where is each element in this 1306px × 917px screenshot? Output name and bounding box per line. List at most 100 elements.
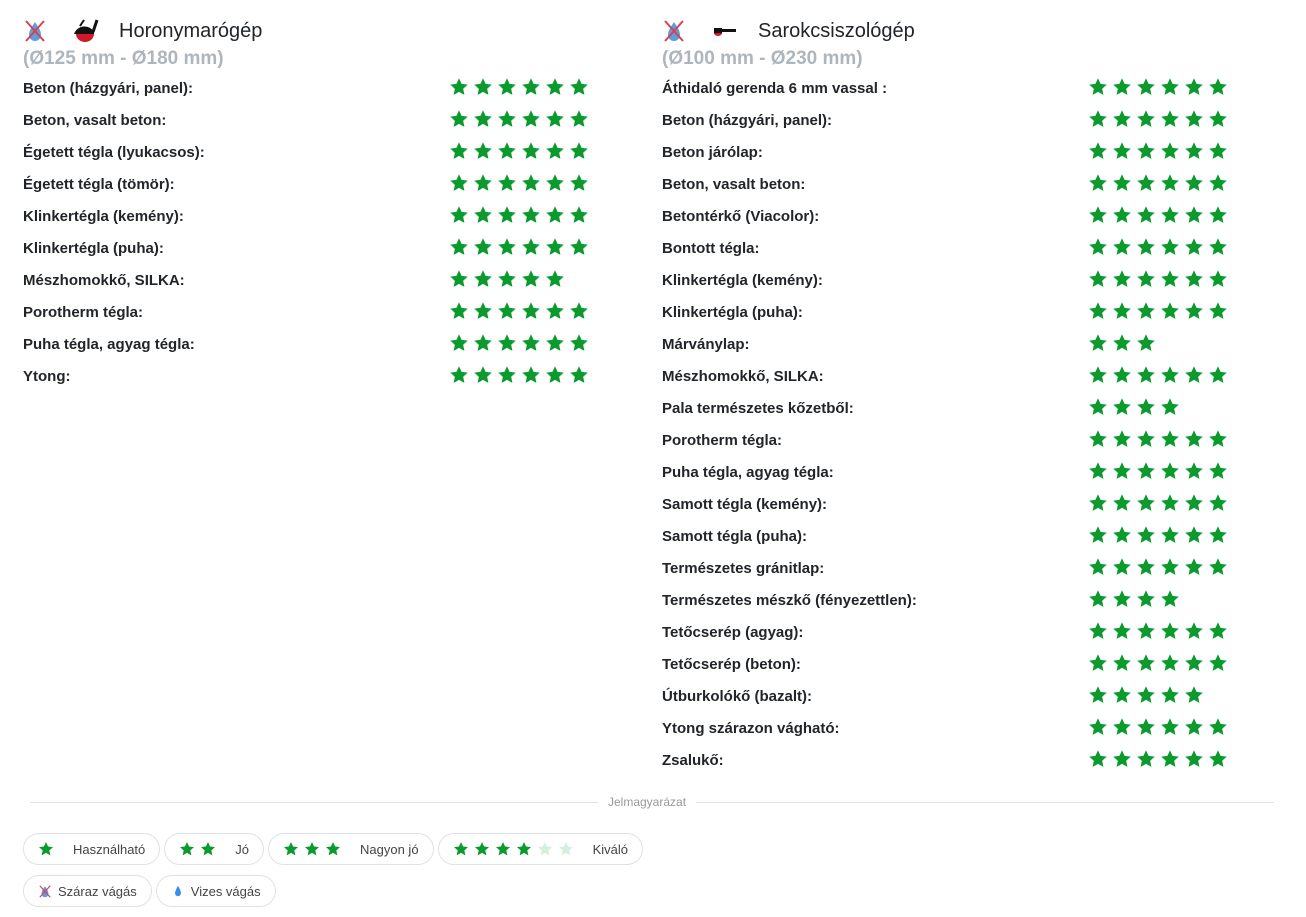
material-row: Égetett tégla (tömör): [23, 174, 593, 208]
star-icon [1113, 142, 1131, 159]
star-icon [1185, 270, 1203, 287]
star-rating [449, 77, 589, 97]
legend-cut-type: Vizes vágás [155, 875, 276, 907]
star-icon [1113, 334, 1131, 351]
star-icon [1161, 430, 1179, 447]
star-rating [449, 205, 589, 225]
star-icon [546, 270, 564, 287]
star-rating [449, 141, 589, 161]
legend-label: Jó [235, 841, 250, 857]
star-icon [450, 270, 468, 287]
material-label: Betontérkő (Viacolor): [662, 208, 820, 225]
star-rating [449, 333, 589, 353]
star-icon [474, 334, 492, 351]
star-icon [1161, 558, 1179, 575]
star-icon [570, 110, 588, 127]
star-icon [546, 302, 564, 319]
star-icon [450, 142, 468, 159]
star-icon [1209, 622, 1227, 639]
star-icon [570, 142, 588, 159]
star-icon [1161, 238, 1179, 255]
star-icon [558, 842, 573, 856]
star-icon [1161, 750, 1179, 767]
star-icon [1161, 686, 1179, 703]
star-icon [522, 174, 540, 191]
star-icon [1113, 206, 1131, 223]
star-icon [450, 238, 468, 255]
star-icon [1209, 750, 1227, 767]
star-icon [1113, 398, 1131, 415]
star-rating [1088, 237, 1228, 257]
star-icon [180, 842, 195, 856]
star-icon [1137, 110, 1155, 127]
star-icon [39, 842, 53, 856]
material-label: Porotherm tégla: [23, 304, 144, 321]
star-icon [1161, 654, 1179, 671]
star-icon [498, 270, 516, 287]
star-rating [1088, 205, 1228, 225]
star-icon [495, 842, 510, 856]
star-icon [498, 366, 516, 383]
star-icon [546, 334, 564, 351]
star-icon [1137, 206, 1155, 223]
material-label: Beton, vasalt beton: [23, 112, 167, 129]
star-icon [1113, 238, 1131, 255]
material-label: Pala természetes kőzetből: [662, 400, 854, 417]
tool-section: Horonymarógép (Ø125 mm - Ø180 mm) Beton (… [23, 16, 593, 400]
legend-title: Jelmagyarázat [598, 795, 697, 809]
star-icon [1185, 494, 1203, 511]
material-row: Égetett tégla (lyukacsos): [23, 141, 593, 176]
star-rating [1088, 333, 1156, 353]
material-label: Beton (házgyári, panel): [662, 112, 833, 129]
star-icon [1209, 430, 1227, 447]
star-icon [1137, 622, 1155, 639]
star-icon [1209, 270, 1227, 287]
star-icon [1209, 110, 1227, 127]
star-icon [1137, 654, 1155, 671]
star-icon [1089, 750, 1107, 767]
material-label: Zsalukő: [662, 752, 724, 769]
star-icon [1185, 206, 1203, 223]
material-row: Tetőcserép (beton): [662, 654, 1232, 688]
material-row: Mészhomokkő, SILKA: [662, 365, 1232, 400]
material-label: Klinkertégla (kemény): [662, 272, 823, 289]
star-icon [1185, 526, 1203, 543]
star-icon [1161, 366, 1179, 383]
legend-label: Használható [73, 841, 146, 857]
star-icon [1089, 558, 1107, 575]
material-row: Klinkertégla (puha): [662, 302, 1232, 336]
star-icon [1137, 78, 1155, 95]
star-icon [201, 842, 216, 856]
star-icon [450, 110, 468, 127]
star-icon [522, 366, 540, 383]
star-icon [498, 302, 516, 319]
star-icon [474, 142, 492, 159]
material-label: Samott tégla (kemény): [662, 496, 828, 513]
material-row: Klinkertégla (puha): [23, 238, 593, 272]
star-icon [1209, 494, 1227, 511]
star-icon [1113, 686, 1131, 703]
star-icon [498, 206, 516, 223]
star-icon [1185, 462, 1203, 479]
material-label: Márványlap: [662, 336, 750, 353]
star-icon [1089, 206, 1107, 223]
star-rating [1088, 173, 1228, 193]
star-icon [1113, 270, 1131, 287]
star-icon [1209, 206, 1227, 223]
star-icon [1089, 430, 1107, 447]
material-label: Ytong: [23, 368, 71, 385]
star-icon [522, 142, 540, 159]
star-icon [1089, 366, 1107, 383]
star-rating [1088, 109, 1228, 129]
material-row: Mészhomokkő, SILKA: [23, 270, 593, 304]
star-icon [1089, 270, 1107, 287]
star-icon [1113, 622, 1131, 639]
star-icon [453, 842, 468, 856]
star-icon [450, 366, 468, 383]
star-icon [546, 78, 564, 95]
star-rating [1088, 365, 1228, 385]
star-rating [449, 365, 589, 385]
legend-label: Nagyon jó [360, 841, 419, 857]
material-row: Puha tégla, agyag tégla: [662, 462, 1232, 496]
star-icon [1161, 462, 1179, 479]
